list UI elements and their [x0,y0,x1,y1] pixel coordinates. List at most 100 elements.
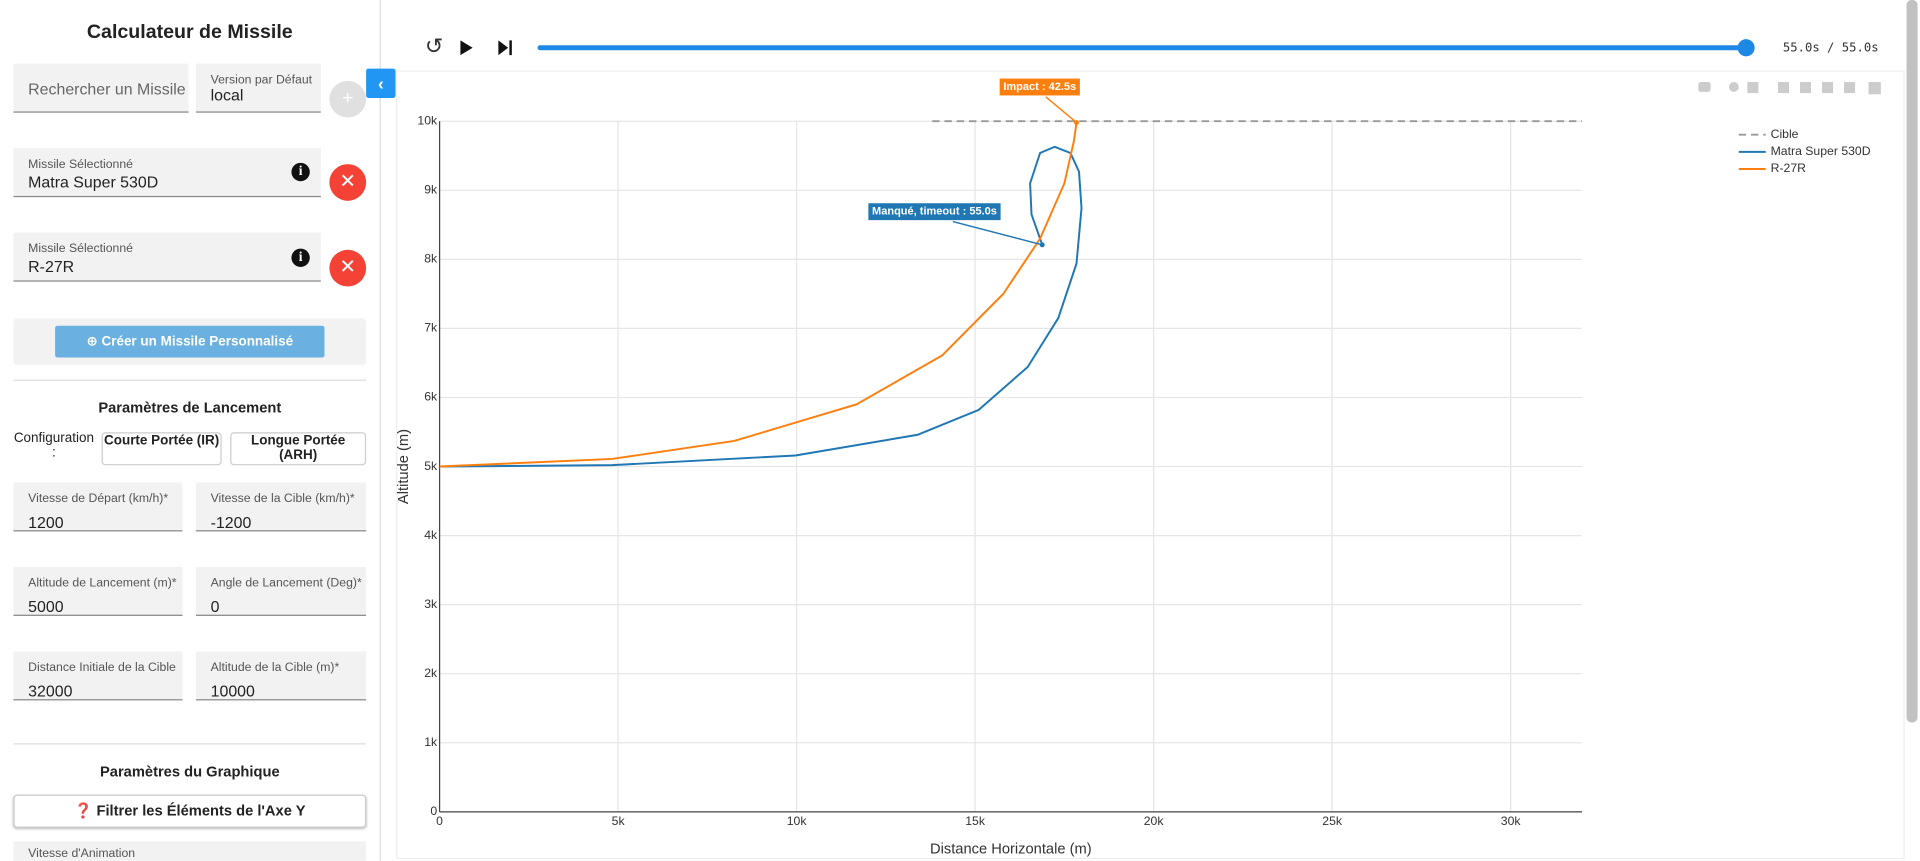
missile-field[interactable]: Missile Sélectionné R-27R i [13,232,321,282]
x-axis-title: Distance Horizontale (m) [930,842,1092,858]
create-panel: ⊕ Créer un Missile Personnalisé [13,318,367,365]
chart: ↺ 55.0s / 55.0s 0 1k 2k 3k 4k 5k 6k 7k 8k 9k 10k 0 5… [396,34,1905,859]
modebar [1698,82,1881,95]
divider [13,743,367,745]
x-tick-label: 20k [1144,814,1165,828]
annotation-head [1039,242,1045,248]
annotation-box [868,203,1001,221]
modebar-button[interactable] [1800,82,1812,94]
param-field[interactable]: Altitude de Lancement (m)* 5000 [13,566,183,616]
config-option[interactable]: Courte Portée (IR) [101,432,222,466]
param-field[interactable]: Vitesse de Départ (km/h)* 1200 [13,482,183,532]
legend-label: Cible [1771,127,1799,141]
param-field[interactable]: Altitude de la Cible (m)* 10000 [195,651,367,701]
chart-card [396,70,1905,859]
legend-label: R-27R [1771,161,1807,175]
sidebar-title: Calculateur de Missile [86,22,293,43]
param-field[interactable]: Distance Initiale de la Cible (m)* 32000 [13,651,183,701]
y-tick-label: 5k [424,459,438,473]
y-tick-label: 3k [424,597,438,611]
field-label: Version par Défaut [210,73,313,87]
field-label: Vitesse d'Animation [28,847,136,861]
field-label: Angle de Lancement (Deg)* [210,576,362,591]
field-value: 5000 [28,597,64,616]
info-icon[interactable]: i [291,248,310,267]
x-tick-label: 25k [1322,814,1343,828]
search-field[interactable]: Rechercher un Missile [13,63,189,113]
missile-field[interactable]: Missile Sélectionné Matra Super 530D i [13,148,321,198]
play-button[interactable] [460,40,473,56]
annotation-arrow [952,220,1043,246]
version-field[interactable]: Version par Défaut local [195,63,321,113]
y-tick-label: 1k [424,735,438,749]
y-tick-label: 9k [424,183,438,197]
skip-button[interactable] [498,40,512,56]
y-axis-title: Altitude (m) [396,429,412,504]
x-tick-label: 10k [787,814,808,828]
annotation: Impact : 42.5s [999,78,1080,126]
field-label: Altitude de Lancement (m)* [28,576,177,591]
field-value: local [210,85,244,105]
field-value: 32000 [28,682,73,701]
annotation-box [999,78,1080,96]
create-button[interactable]: ⊕ Créer un Missile Personnalisé [55,325,325,358]
animation-field[interactable]: Vitesse d'Animation [13,841,367,861]
field-value: 0 [210,597,220,616]
divider [13,379,367,381]
config-label: Configuration : [13,431,94,461]
annotation-arrow [1045,96,1077,124]
section-title: Paramètres de Lancement [98,399,282,417]
y-tick-label: 10k [417,113,438,127]
field-label: Missile Sélectionné [28,157,133,172]
field-label: Missile Sélectionné [28,242,133,256]
y-tick-label: 7k [424,321,438,335]
modebar-button[interactable] [1822,82,1834,94]
y-tick-label: 8k [424,252,438,266]
field-value: -1200 [210,513,252,532]
y-tick-label: 0 [430,804,437,818]
series-line [439,122,1078,468]
modebar-button[interactable] [1728,82,1739,92]
section-title: Paramètres du Graphique [99,762,280,781]
remove-button[interactable]: ✕ [329,164,367,201]
modebar-button[interactable] [1747,82,1759,94]
x-tick-label: 0 [436,814,443,828]
modebar-button[interactable] [1868,82,1881,95]
x-tick-label: 15k [965,814,986,828]
config-option[interactable]: Longue Portée (ARH) [230,432,367,466]
param-field[interactable]: Vitesse de la Cible (km/h)* -1200 [195,482,367,532]
remove-button[interactable]: ✕ [329,249,367,287]
add-button[interactable]: + [329,80,367,118]
search-placeholder: Rechercher un Missile [28,79,186,98]
annotation-label: Impact : 42.5s [1003,81,1076,93]
y-tick-label: 2k [424,666,438,680]
progress-thumb[interactable] [1737,39,1755,57]
time-display: 55.0s / 55.0s [1783,40,1879,54]
sidebar: Calculateur de Missile Rechercher un Mis… [0,0,381,861]
reset-button[interactable]: ↺ [425,34,443,59]
y-tick-label: 4k [424,528,438,542]
modebar-button[interactable] [1844,82,1856,94]
filter-button[interactable]: ❓ Filtrer les Éléments de l'Axe Y [13,794,367,828]
collapse-button[interactable]: ‹ [366,68,396,98]
modebar-button[interactable] [1777,82,1789,94]
series-line [439,145,1083,468]
field-value: Matra Super 530D [28,172,159,192]
scrollbar[interactable] [1906,0,1918,723]
field-value: R-27R [28,257,75,276]
param-field[interactable]: Angle de Lancement (Deg)* 0 [195,566,367,616]
annotation-label: Manqué, timeout : 55.0s [872,206,997,218]
info-icon[interactable]: i [291,162,310,182]
annotation-head [1074,120,1079,126]
field-label: Distance Initiale de la Cible (m)* [28,661,180,675]
filter-button-label: Filtrer les Éléments de l'Axe Y [96,802,306,820]
legend-label: Matra Super 530D [1771,144,1871,158]
field-value: 10000 [210,682,255,701]
field-value: 1200 [28,513,64,532]
field-label: Vitesse de Départ (km/h)* [28,492,169,506]
y-tick-label: 6k [424,390,438,404]
x-tick-label: 30k [1501,814,1522,828]
create-button-label: Créer un Missile Personnalisé [101,334,294,349]
modebar-button[interactable] [1698,82,1711,92]
